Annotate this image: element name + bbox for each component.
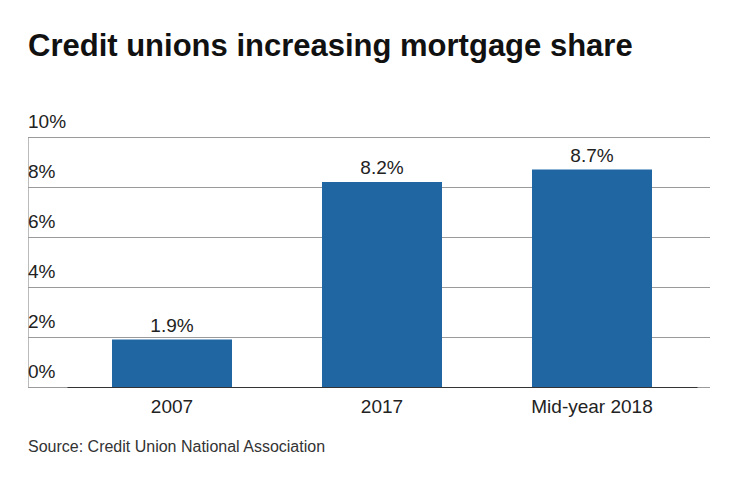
data-labels: 1.9% 8.2% 8.7% xyxy=(150,145,613,336)
y-tick-label: 0% xyxy=(28,361,56,382)
x-tick: 2007 xyxy=(151,396,193,417)
x-axis-line xyxy=(68,387,698,388)
title: Credit unions increasing mortgage share xyxy=(28,28,633,63)
y-tick-label: 8% xyxy=(28,161,56,182)
data-label: 8.7% xyxy=(570,145,613,166)
grid-line xyxy=(28,137,710,138)
y-tick-label: 2% xyxy=(28,311,56,332)
x-tick-label: 2007 xyxy=(151,396,193,417)
data-label: 8.2% xyxy=(360,157,403,178)
data-label: 1.9% xyxy=(150,315,193,336)
x-tick: 2017 xyxy=(361,396,403,417)
source: Source: Credit Union National Associatio… xyxy=(28,438,325,455)
x-tick-label: Mid-year 2018 xyxy=(531,396,652,417)
y-tick: 10% xyxy=(28,111,710,138)
y-tick-label: 4% xyxy=(28,261,56,282)
y-tick-label: 10% xyxy=(28,111,66,132)
grid-line xyxy=(28,387,710,388)
bar xyxy=(532,170,652,388)
y-axis: 0% 2% 4% 6% 8% 10% xyxy=(28,111,710,388)
x-tick: Mid-year 2018 xyxy=(531,396,652,417)
y-tick-label: 6% xyxy=(28,211,56,232)
x-tick-label: 2017 xyxy=(361,396,403,417)
chart: Credit unions increasing mortgage share 0… xyxy=(0,0,740,482)
bars xyxy=(112,170,652,388)
bar xyxy=(322,182,442,387)
x-axis: 2007 2017 Mid-year 2018 xyxy=(68,388,698,418)
y-axis-line xyxy=(29,138,711,388)
bar xyxy=(112,340,232,388)
